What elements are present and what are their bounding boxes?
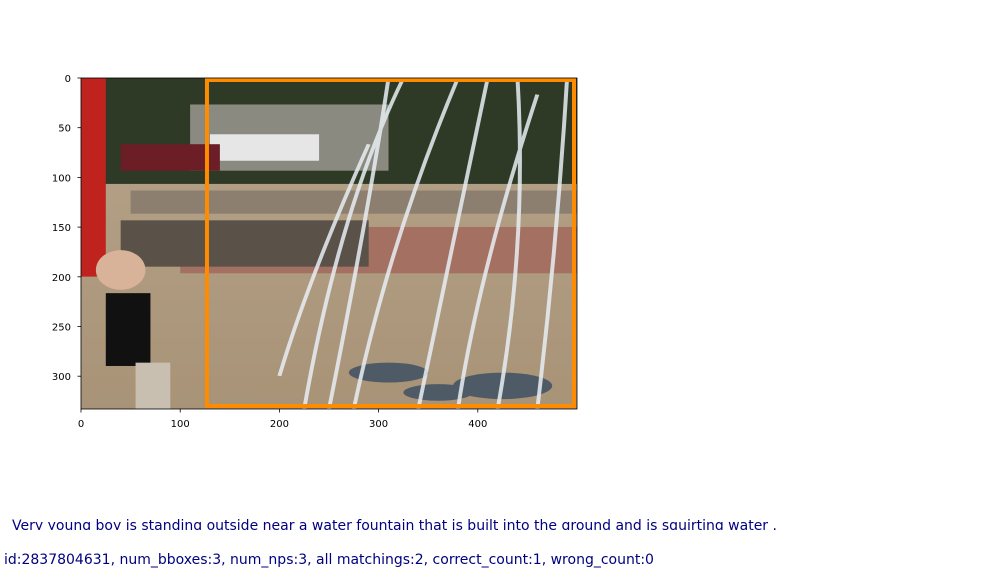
y-tick-label: 200 (52, 273, 71, 284)
axes-frame (80, 77, 578, 410)
y-tick-label: 0 (65, 74, 71, 85)
x-tick-label: 300 (369, 419, 388, 430)
caption: Very young boy is standing outside near … (12, 518, 777, 534)
y-tick-label: 300 (52, 372, 71, 383)
y-tick-label: 50 (58, 124, 71, 135)
y-tick-label: 100 (52, 173, 71, 184)
x-tick-label: 200 (270, 419, 289, 430)
x-tick-label: 100 (171, 419, 190, 430)
photo (81, 78, 577, 409)
y-tick-label: 250 (52, 322, 71, 333)
x-tick-label: 400 (468, 419, 487, 430)
x-tick-label: 0 (78, 419, 84, 430)
bounding-box (204, 77, 577, 409)
y-tick-label: 150 (52, 223, 71, 234)
info-line: id:2837804631, num_bboxes:3, num_nps:3, … (4, 552, 654, 568)
